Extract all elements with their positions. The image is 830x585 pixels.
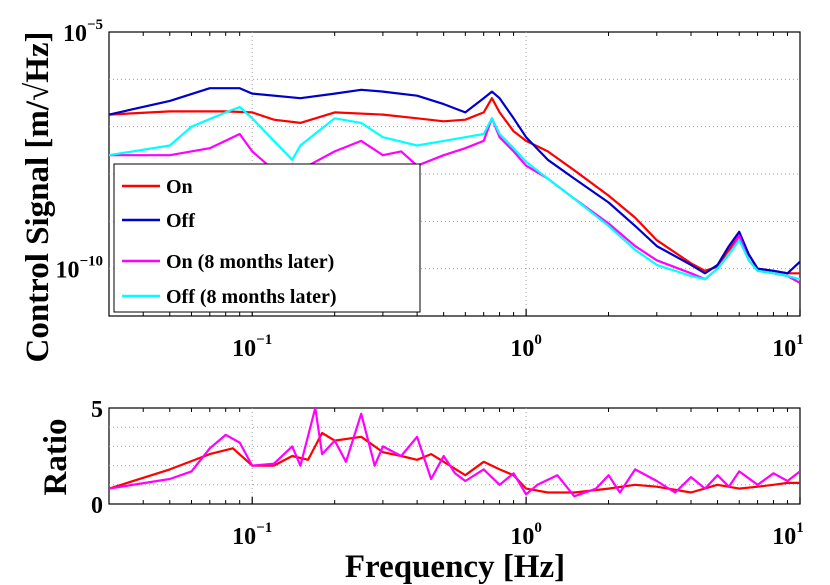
x-tick-label-1: 100 xyxy=(510,332,542,362)
x-tick-label-0: 10−1 xyxy=(232,332,272,362)
ratio-y-label: Ratio xyxy=(38,419,74,496)
bot-series-on-later-line xyxy=(109,408,800,498)
legend-label-on-later: On (8 months later) xyxy=(166,251,334,273)
top-series-off-line xyxy=(109,87,800,275)
y-tick-label-1: 10−5 xyxy=(63,17,103,47)
x-tick-label-2: 101 xyxy=(772,332,804,362)
control-signal-panel: 10−1 100 101 10−10 10−5 Control Signal [m/√… xyxy=(20,17,804,363)
y-tick-label-0: 0 xyxy=(91,493,103,519)
frequency-x-label: Frequency [Hz] xyxy=(345,549,565,585)
x-tick-label-0: 10−1 xyxy=(232,520,272,550)
bottom-plot-frame xyxy=(108,407,801,505)
top-series-off-later-line xyxy=(109,105,800,281)
bottom-x-tick-labels: 10−1 100 101 xyxy=(232,497,804,550)
bottom-y-tick-labels: 05 xyxy=(91,397,103,519)
legend-label-off-later: Off (8 months later) xyxy=(166,286,337,308)
legend: On Off On (8 months later) Off (8 months… xyxy=(113,163,421,313)
legend-item-on-later: On (8 months later) xyxy=(122,251,334,273)
bottom-grid xyxy=(109,408,800,504)
legend-item-off-later: Off (8 months later) xyxy=(122,286,337,308)
legend-label-off: Off xyxy=(166,210,195,232)
legend-label-on: On xyxy=(166,176,193,198)
legend-item-on: On xyxy=(122,176,193,198)
y-tick-label-1: 5 xyxy=(91,397,103,423)
top-y-tick-labels: 10−10 10−5 xyxy=(55,17,103,284)
y-tick-label-0: 10−10 xyxy=(55,254,103,284)
ratio-panel: 10−1 100 101 05 Ratio Frequency [Hz] xyxy=(38,397,804,585)
bottom-series-group xyxy=(109,408,800,498)
bot-series-on-line xyxy=(109,431,800,494)
legend-box xyxy=(113,163,421,313)
x-tick-label-2: 101 xyxy=(772,520,804,550)
control-signal-y-label: Control Signal [m/√Hz] xyxy=(20,32,56,363)
legend-item-off: Off xyxy=(122,210,195,232)
top-x-tick-labels: 10−1 100 101 xyxy=(232,309,804,362)
x-tick-label-1: 100 xyxy=(510,520,542,550)
